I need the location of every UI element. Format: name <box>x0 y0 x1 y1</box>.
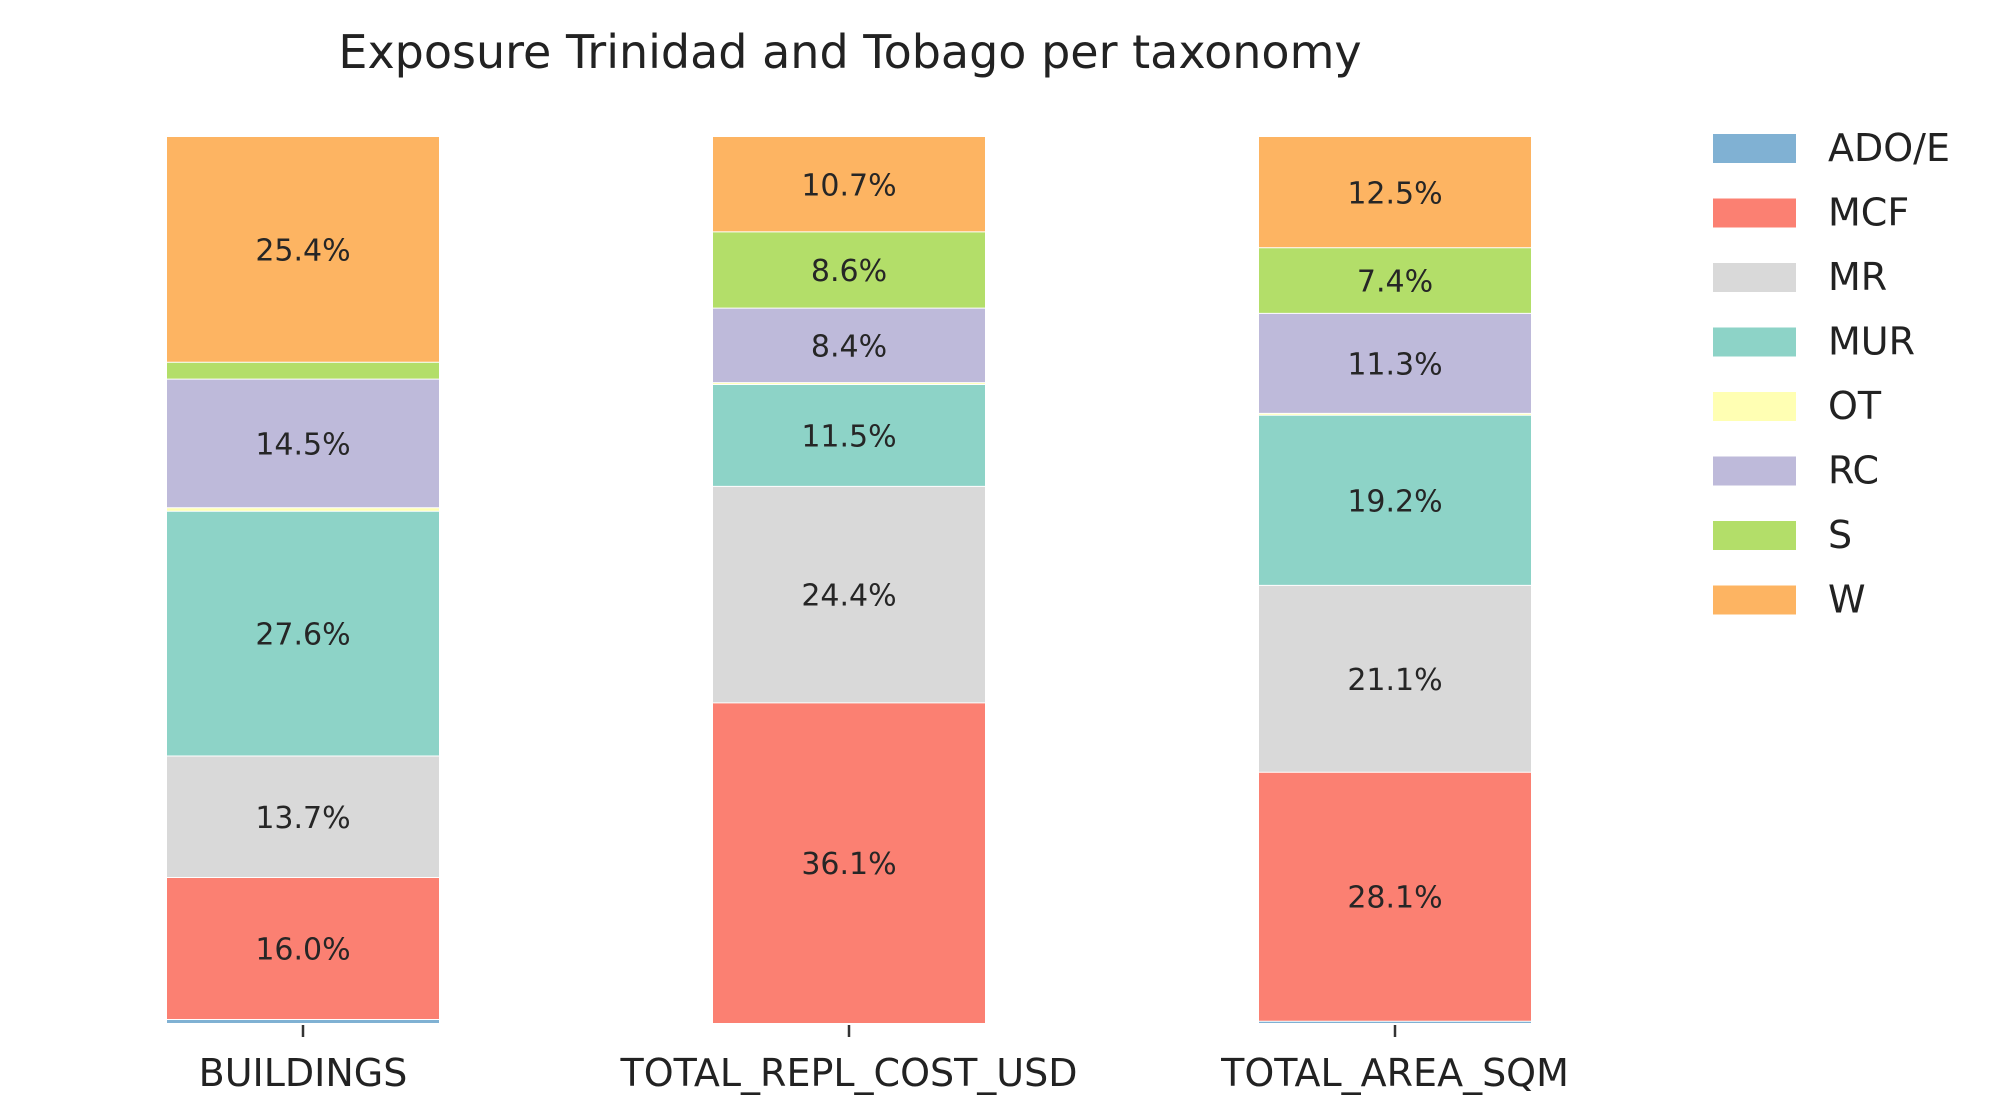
data-label-total-repl-cost-usd-rc: 8.4% <box>811 329 887 364</box>
x-tick-label-total-repl-cost-usd: TOTAL_REPL_COST_USD <box>619 1051 1077 1095</box>
legend-label-s: S <box>1828 513 1852 557</box>
data-label-buildings-mr: 13.7% <box>255 801 350 836</box>
bar-segment-total-repl-cost-usd-mur <box>713 384 985 487</box>
bar-segment-total-repl-cost-usd-ot <box>713 382 985 385</box>
bars-layer <box>167 137 1531 1023</box>
data-label-total-area-sqm-mr: 21.1% <box>1347 663 1442 698</box>
bar-segment-total-area-sqm-ot <box>1259 413 1531 416</box>
data-label-total-area-sqm-mur: 19.2% <box>1347 484 1442 519</box>
legend-swatch-mr <box>1713 263 1796 292</box>
legend-swatch-mcf <box>1713 198 1796 228</box>
bar-segment-total-repl-cost-usd-mcf <box>713 702 985 1023</box>
bar-segment-total-area-sqm-s <box>1259 247 1531 314</box>
bar-segment-buildings-s <box>167 362 439 380</box>
bar-segment-buildings-ot <box>167 507 439 512</box>
data-label-buildings-rc: 14.5% <box>255 427 350 462</box>
bar-segment-total-repl-cost-usd-s <box>713 231 985 309</box>
data-label-buildings-mcf: 16.0% <box>255 933 350 968</box>
data-label-total-area-sqm-mcf: 28.1% <box>1347 881 1442 916</box>
x-tick-label-buildings: BUILDINGS <box>199 1051 408 1095</box>
legend-swatch-rc <box>1713 456 1796 486</box>
data-label-total-area-sqm-s: 7.4% <box>1357 265 1433 300</box>
data-label-buildings-w: 25.4% <box>255 234 350 269</box>
bar-segment-total-area-sqm-mcf <box>1259 772 1531 1022</box>
legend-swatch-w <box>1713 585 1796 615</box>
data-label-total-repl-cost-usd-mr: 24.4% <box>801 579 896 614</box>
data-label-total-repl-cost-usd-s: 8.6% <box>811 254 887 289</box>
bar-segment-total-repl-cost-usd-mr <box>713 486 985 703</box>
bar-segment-total-area-sqm-rc <box>1259 313 1531 414</box>
bar-segment-buildings-w <box>167 137 439 363</box>
bar-segment-buildings-mur <box>167 511 439 757</box>
legend-label-w: W <box>1828 578 1866 622</box>
data-label-total-repl-cost-usd-mcf: 36.1% <box>801 847 896 882</box>
bar-segment-total-area-sqm-mr <box>1259 585 1531 773</box>
legend-label-mcf: MCF <box>1828 191 1909 235</box>
legend-label-ot: OT <box>1828 384 1882 428</box>
legend-swatch-ado-e <box>1713 134 1796 163</box>
legend-label-rc: RC <box>1828 449 1879 493</box>
legend: ADO/E MCF MR MUR OT RC SW <box>1713 126 1950 622</box>
bar-segment-buildings-rc <box>167 379 439 508</box>
data-labels-layer: 16.0% 13.7% 27.6% 14.5% 25.4% 36.1% 24.4% 11.5%… <box>255 168 1442 967</box>
data-label-total-repl-cost-usd-w: 10.7% <box>801 168 896 203</box>
bar-segment-total-repl-cost-usd-rc <box>713 308 985 383</box>
data-label-total-repl-cost-usd-mur: 11.5% <box>801 419 896 454</box>
legend-label-mur: MUR <box>1828 320 1915 364</box>
bar-segment-total-area-sqm-ado-e <box>1259 1021 1531 1023</box>
bar-segment-buildings-ado-e <box>167 1019 439 1023</box>
legend-swatch-s <box>1713 521 1796 550</box>
data-label-total-area-sqm-rc: 11.3% <box>1347 347 1442 382</box>
legend-label-ado-e: ADO/E <box>1828 126 1950 170</box>
bar-segment-total-area-sqm-w <box>1259 137 1531 248</box>
legend-swatch-mur <box>1713 327 1796 357</box>
chart-title: Exposure Trinidad and Tobago per taxonom… <box>338 25 1361 79</box>
legend-swatch-ot <box>1713 392 1796 421</box>
legend-label-mr: MR <box>1828 255 1887 299</box>
bar-segment-buildings-mcf <box>167 877 439 1020</box>
bar-segment-total-area-sqm-mur <box>1259 415 1531 586</box>
data-label-buildings-mur: 27.6% <box>255 618 350 653</box>
data-label-total-area-sqm-w: 12.5% <box>1347 176 1442 211</box>
bar-segment-total-repl-cost-usd-w <box>713 137 985 232</box>
bar-segment-buildings-mr <box>167 756 439 878</box>
x-axis: BUILDINGS TOTAL_REPL_COST_USD TOTAL_AREA_S… <box>199 1025 1569 1095</box>
x-tick-label-total-area-sqm: TOTAL_AREA_SQM <box>1220 1051 1569 1095</box>
